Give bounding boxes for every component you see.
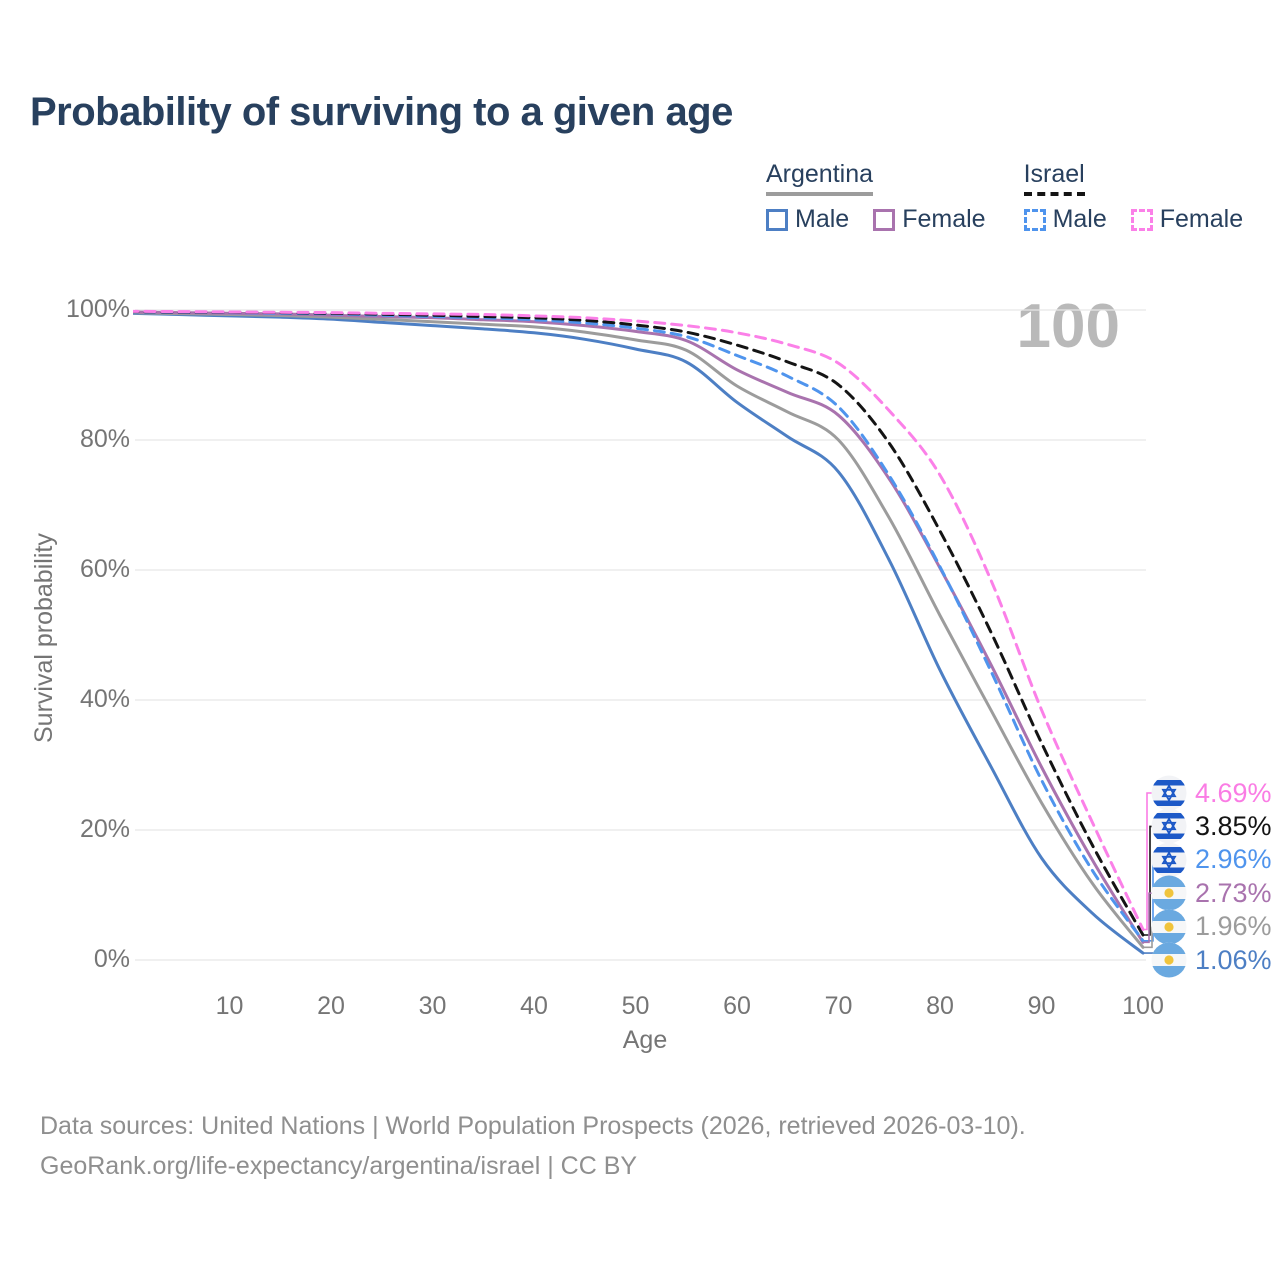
end-label-israel-2: 2.96% (1151, 842, 1272, 878)
end-label-argentina-3: 2.73% (1151, 875, 1272, 911)
y-tick-0: 0% (93, 945, 130, 973)
curve-argentina-male (133, 311, 1145, 955)
israel-flag-icon (1151, 775, 1187, 811)
argentina-female-swatch-icon (873, 208, 896, 231)
curve-israel-female (133, 309, 1145, 931)
y-tick-100: 100% (66, 295, 130, 323)
end-value: 3.85% (1195, 810, 1272, 841)
curve-argentina-both (133, 311, 1145, 949)
footer-attribution: GeoRank.org/life-expectancy/argentina/is… (40, 1152, 638, 1180)
end-value: 1.06% (1195, 944, 1272, 975)
x-tick-20: 20 (317, 992, 345, 1020)
legend-item-argentina-female[interactable]: Female (873, 205, 986, 234)
end-label-israel-0: 4.69% (1151, 775, 1272, 811)
leader-line (1143, 926, 1153, 949)
end-label-argentina-5: 1.06% (1151, 942, 1272, 978)
end-value: 2.96% (1195, 844, 1272, 875)
x-tick-90: 90 (1027, 992, 1056, 1020)
x-tick-100: 100 (1122, 992, 1164, 1020)
israel-flag-icon (1151, 808, 1187, 844)
leader-line (1143, 792, 1152, 931)
israel-flag-icon (1151, 842, 1187, 878)
legend-group-argentina: Argentina Male Female (766, 160, 986, 234)
israel-male-swatch-icon (1023, 208, 1046, 231)
y-tick-40: 40% (79, 685, 130, 713)
legend: Argentina Male Female Israel Male (766, 160, 1243, 234)
argentina-flag-icon (1151, 875, 1187, 911)
leader-line (1143, 825, 1152, 936)
page-title: Probability of surviving to a given age (30, 90, 733, 134)
watermark-age-100: 100 (1016, 292, 1120, 361)
x-tick-40: 40 (520, 992, 548, 1020)
x-tick-80: 80 (926, 992, 954, 1020)
argentina-flag-icon (1151, 909, 1187, 945)
x-axis-title: Age (622, 1026, 668, 1054)
legend-group-israel: Israel Male Female (1023, 160, 1244, 234)
legend-country-israel: Israel (1023, 160, 1085, 196)
legend-label-argentina-male: Male (795, 205, 850, 233)
curve-israel-male (133, 310, 1145, 943)
legend-label-israel-female: Female (1159, 205, 1244, 233)
y-axis-title: Survival probability (30, 533, 58, 743)
curve-argentina-female (133, 310, 1145, 944)
end-value: 2.73% (1195, 877, 1272, 908)
x-tick-60: 60 (723, 992, 751, 1020)
legend-item-israel-female[interactable]: Female (1130, 205, 1244, 234)
end-label-argentina-4: 1.96% (1151, 909, 1272, 945)
y-tick-20: 20% (79, 815, 130, 843)
end-label-israel-1: 3.85% (1151, 808, 1272, 844)
israel-female-swatch-icon (1130, 208, 1153, 231)
legend-country-argentina: Argentina (766, 160, 874, 196)
argentina-male-swatch-icon (766, 208, 788, 231)
y-tick-80: 80% (79, 425, 130, 453)
y-tick-60: 60% (79, 555, 130, 583)
legend-label-argentina-female: Female (902, 205, 986, 233)
legend-label-israel-male: Male (1052, 205, 1107, 233)
footer: Data sources: United Nations | World Pop… (40, 1106, 1026, 1186)
leader-line (1143, 892, 1152, 944)
curve-israel-both (133, 310, 1145, 937)
legend-item-argentina-male[interactable]: Male (766, 205, 849, 234)
x-tick-10: 10 (215, 992, 244, 1020)
argentina-flag-icon (1151, 942, 1187, 978)
end-value: 4.69% (1195, 777, 1272, 808)
end-value: 1.96% (1195, 911, 1272, 942)
legend-item-israel-male[interactable]: Male (1023, 205, 1107, 234)
x-tick-30: 30 (418, 992, 447, 1020)
x-tick-70: 70 (824, 992, 853, 1020)
x-tick-50: 50 (621, 992, 650, 1020)
footer-data-sources: Data sources: United Nations | World Pop… (40, 1112, 1026, 1140)
